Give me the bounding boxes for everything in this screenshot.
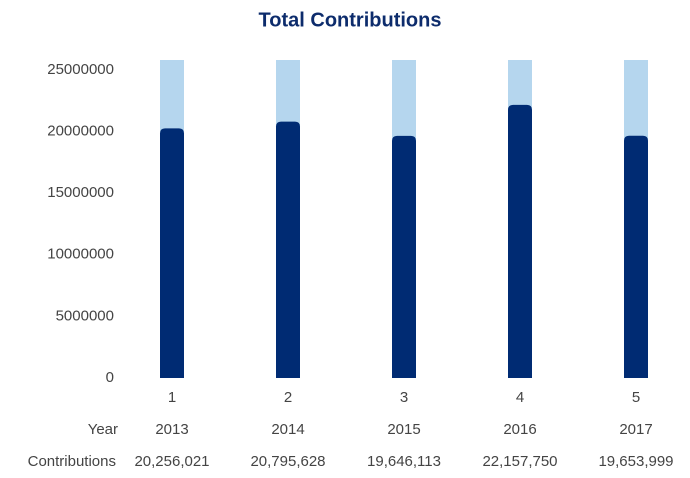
year-label: 2015 bbox=[387, 421, 420, 438]
year-label: 2013 bbox=[155, 421, 188, 438]
value-label: 20,795,628 bbox=[250, 453, 325, 470]
bar bbox=[508, 104, 532, 378]
row-label: Year bbox=[88, 421, 118, 438]
y-tick-label: 25000000 bbox=[47, 61, 114, 78]
y-tick-label: 10000000 bbox=[47, 246, 114, 263]
year-label: 2016 bbox=[503, 421, 536, 438]
value-label: 19,653,999 bbox=[598, 453, 673, 470]
value-label: 19,646,113 bbox=[367, 453, 441, 470]
x-tick-label: 3 bbox=[400, 389, 408, 406]
x-tick-label: 5 bbox=[632, 389, 640, 406]
bar bbox=[276, 121, 300, 378]
y-tick-label: 15000000 bbox=[47, 184, 114, 201]
row-label: Contributions bbox=[28, 453, 116, 470]
y-tick-label: 0 bbox=[106, 369, 114, 386]
chart-title: Total Contributions bbox=[259, 9, 442, 31]
year-label: 2014 bbox=[271, 421, 304, 438]
x-tick-label: 2 bbox=[284, 389, 292, 406]
bar bbox=[160, 128, 184, 378]
bar bbox=[392, 135, 416, 378]
value-label: 20,256,021 bbox=[134, 453, 209, 470]
x-tick-label: 1 bbox=[168, 389, 176, 406]
x-tick-label: 4 bbox=[516, 389, 524, 406]
y-tick-label: 20000000 bbox=[47, 122, 114, 139]
year-label: 2017 bbox=[619, 421, 652, 438]
bar bbox=[624, 135, 648, 378]
value-label: 22,157,750 bbox=[482, 453, 557, 470]
y-tick-label: 5000000 bbox=[56, 307, 114, 324]
